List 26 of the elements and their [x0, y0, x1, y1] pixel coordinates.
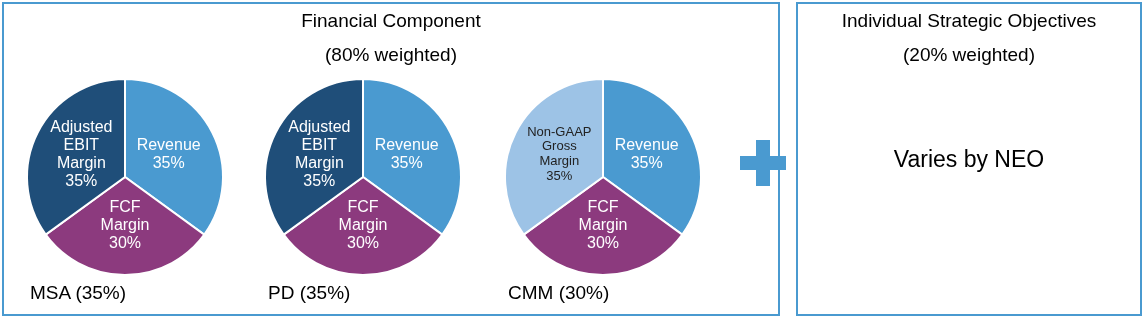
- slice-label: Revenue: [374, 136, 439, 154]
- slice-label: Adjusted EBIT Margin: [288, 118, 351, 171]
- text: Individual Strategic Objectives: [840, 10, 1098, 32]
- text: Varies by NEO: [892, 146, 1046, 173]
- text: CMM (30%): [508, 282, 610, 304]
- data-label: 35%: [65, 171, 98, 189]
- text: Financial Component: [300, 10, 482, 32]
- text: MSA (35%): [30, 282, 127, 304]
- slice-label: Revenue: [614, 136, 679, 154]
- slice-label: FCF Margin: [100, 198, 150, 234]
- data-label: 35%: [630, 153, 663, 171]
- slice-label: FCF Margin: [578, 198, 628, 234]
- data-label: 30%: [586, 234, 620, 252]
- text: PD (35%): [268, 282, 351, 304]
- data-label: 35%: [152, 153, 185, 171]
- slice-label: Adjusted EBIT Margin: [50, 118, 113, 171]
- text: (20% weighted): [902, 44, 1036, 66]
- slice-label: Revenue: [136, 136, 201, 154]
- slice-label: FCF Margin: [338, 198, 388, 234]
- slice-label: Non-GAAP Gross Margin: [527, 124, 592, 169]
- data-label: 35%: [546, 168, 573, 184]
- data-label: 35%: [303, 171, 336, 189]
- data-label: 35%: [390, 153, 423, 171]
- text: (80% weighted): [324, 44, 458, 66]
- data-label: 30%: [108, 234, 142, 252]
- data-label: 30%: [346, 234, 380, 252]
